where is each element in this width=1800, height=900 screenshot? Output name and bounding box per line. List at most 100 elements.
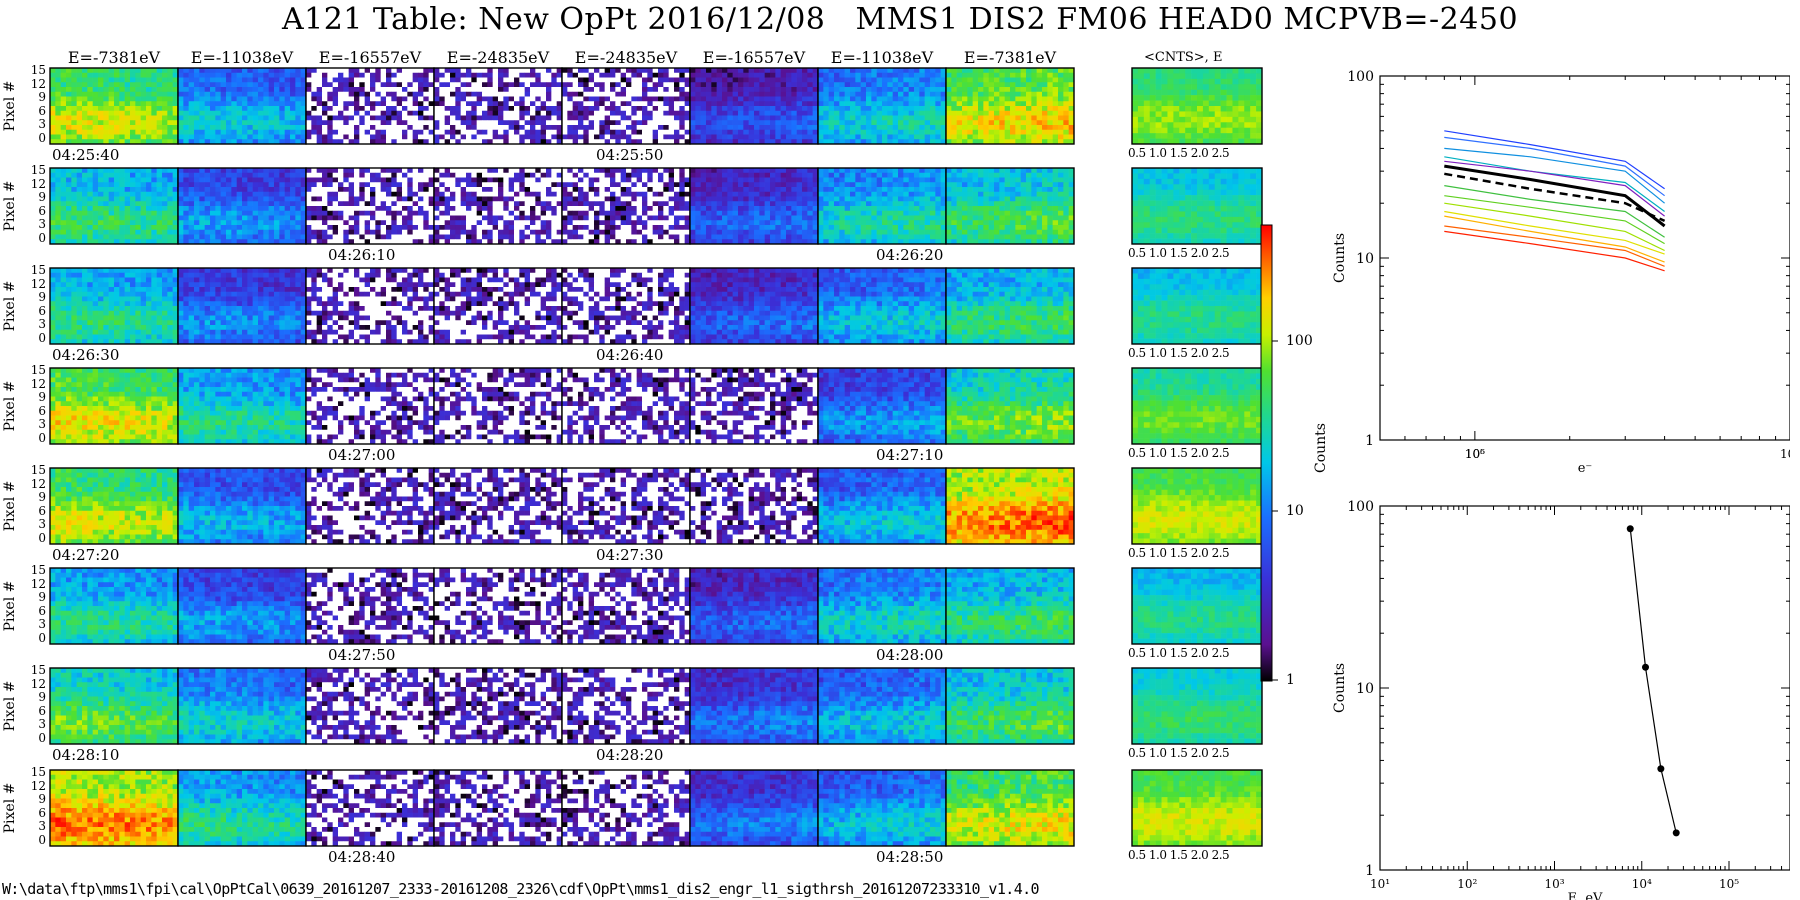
heatmap-panel [945, 567, 1075, 645]
pixel-tick: 6 [26, 705, 46, 717]
heatmap-panel [305, 167, 435, 245]
pixel-tick: 15 [26, 766, 46, 778]
heatmap-panel [561, 467, 691, 545]
average-panel [1131, 567, 1263, 645]
series-line [1444, 147, 1665, 204]
pixel-tick: 0 [26, 232, 46, 244]
heatmap-panel [305, 367, 435, 445]
plot-frame [1379, 505, 1790, 871]
heatmap-panel [305, 567, 435, 645]
file-path-footer: W:\data\ftp\mms1\fpi\cal\OpPtCal\0639_20… [2, 880, 1040, 898]
heatmap-panel [561, 567, 691, 645]
average-panel-ticks: 0.5 1.0 1.5 2.0 2.5 [1128, 746, 1260, 760]
heatmap-panel [433, 467, 563, 545]
pixel-tick: 6 [26, 505, 46, 517]
heatmap-row [49, 567, 1075, 645]
pixel-axis-label: Pixel # [2, 476, 18, 536]
timestamp-label: 04:26:20 [876, 246, 943, 264]
pixel-tick: 0 [26, 532, 46, 544]
y-tick-label: 10 [1356, 681, 1374, 697]
pixel-tick: 0 [26, 732, 46, 744]
energy-label: E=-24835eV [434, 48, 562, 67]
heatmap-panel [49, 769, 179, 847]
heatmap-panel [689, 167, 819, 245]
heatmap-panel [433, 769, 563, 847]
timestamp-label: 04:27:00 [328, 446, 395, 464]
pixel-tick: 6 [26, 305, 46, 317]
heatmap-panel [561, 67, 691, 145]
y-axis-label: Counts [1332, 663, 1348, 713]
heatmap-panel [689, 367, 819, 445]
heatmap-panel [561, 667, 691, 745]
heatmap-row [49, 769, 1075, 847]
x-tick-label: 10⁵ [1719, 877, 1739, 891]
data-point [1642, 663, 1650, 671]
pixel-tick: 9 [26, 191, 46, 203]
x-tick-label: 10³ [1544, 877, 1564, 891]
series-line [1444, 215, 1665, 263]
heatmap-panel [689, 667, 819, 745]
heatmap-panel [177, 67, 307, 145]
heatmap-row [49, 367, 1075, 445]
average-panel [1131, 167, 1263, 245]
pixel-tick: 0 [26, 132, 46, 144]
series-line [1444, 164, 1666, 228]
pixel-tick: 9 [26, 691, 46, 703]
pixel-tick: 12 [26, 278, 46, 290]
heatmap-row [49, 267, 1075, 345]
pixel-tick: 15 [26, 464, 46, 476]
average-panel-ticks: 0.5 1.0 1.5 2.0 2.5 [1128, 246, 1260, 260]
colorbar-tick: 1 [1286, 672, 1295, 688]
pixel-tick: 15 [26, 564, 46, 576]
pixel-tick: 9 [26, 491, 46, 503]
colorbar-tick: 10 [1286, 503, 1304, 519]
pixel-tick: 9 [26, 591, 46, 603]
pixel-axis-label: Pixel # [2, 376, 18, 436]
x-tick-label: 10¹ [1370, 877, 1390, 891]
average-panel-ticks: 0.5 1.0 1.5 2.0 2.5 [1128, 848, 1260, 862]
heatmap-panel [817, 467, 947, 545]
pixel-tick: 3 [26, 718, 46, 730]
timestamp-label: 04:25:40 [52, 146, 119, 164]
pixel-tick: 12 [26, 780, 46, 792]
x-tick-label: 10⁵ [1465, 447, 1485, 461]
heatmap-panel [177, 367, 307, 445]
average-panel-ticks: 0.5 1.0 1.5 2.0 2.5 [1128, 346, 1260, 360]
pixel-tick: 6 [26, 105, 46, 117]
heatmap-panel [817, 769, 947, 847]
energy-label: E=-7381eV [50, 48, 178, 67]
colorbar [1260, 224, 1278, 682]
heatmap-panel [49, 567, 179, 645]
heatmap-panel [305, 667, 435, 745]
series-line [1444, 195, 1665, 245]
heatmap-panel [945, 67, 1075, 145]
heatmap-panel [305, 467, 435, 545]
x-axis-label: e⁻ [1578, 461, 1593, 476]
heatmap-panel [49, 467, 179, 545]
pixel-tick: 3 [26, 318, 46, 330]
pixel-tick: 3 [26, 618, 46, 630]
average-panel-ticks: 0.5 1.0 1.5 2.0 2.5 [1128, 146, 1260, 160]
heatmap-panel [177, 567, 307, 645]
energy-label: E=-24835eV [562, 48, 690, 67]
y-tick-label: 100 [1347, 69, 1374, 85]
timestamp-label: 04:27:30 [596, 546, 663, 564]
heatmap-panel [49, 267, 179, 345]
heatmap-panel [177, 667, 307, 745]
heatmap-panel [433, 167, 563, 245]
heatmap-panel [177, 167, 307, 245]
energy-label: E=-11038eV [178, 48, 306, 67]
series-line [1444, 160, 1665, 217]
timestamp-label: 04:28:00 [876, 646, 943, 664]
x-axis-label: E, eV [1568, 891, 1603, 900]
pixel-tick: 12 [26, 578, 46, 590]
heatmap-panel [561, 267, 691, 345]
series-line [1444, 202, 1665, 252]
data-point [1626, 525, 1634, 533]
series-line [1444, 136, 1665, 197]
colorbar-tick: 100 [1286, 333, 1313, 349]
heatmap-panel [305, 769, 435, 847]
heatmap-panel [433, 367, 563, 445]
pixel-tick: 0 [26, 834, 46, 846]
